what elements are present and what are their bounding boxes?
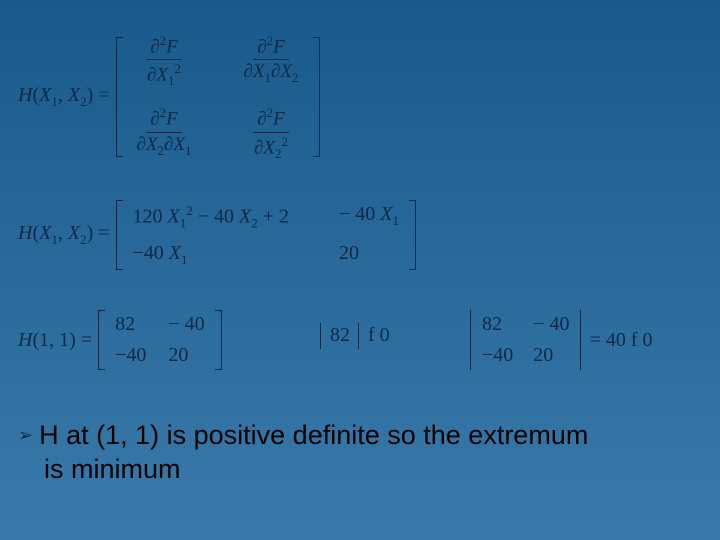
eq1-matrix: ∂2F∂X12 ∂2F∂X1∂X2 ∂2F∂X2∂X1 ∂2F∂X22 [116,25,320,170]
hessian-symbolic: H(X1, X2) = 120 X12 − 40 X2 + 2 − 40 X1 … [18,195,416,276]
bullet-icon: ➢ [18,425,33,445]
eq3-lhs: H(1, 1) = [18,329,92,352]
conclusion-cont: is minimum [44,454,181,485]
hessian-at-point: H(1, 1) = 82 − 40 −40 20 [18,305,222,375]
conclusion: ➢ H at (1, 1) is positive definite so the… [18,420,588,451]
eq1-lhs: H(X1, X2) = [18,84,110,110]
conclusion-line1: H at (1, 1) is positive definite so the … [39,420,588,450]
conclusion-line2: is minimum [44,454,181,484]
determinant-2: 82 − 40 −40 20 = 40 f 0 [470,305,653,375]
determinant-1: 82 f 0 [320,322,390,349]
eq2-matrix: 120 X12 − 40 X2 + 2 − 40 X1 −40 X1 20 [116,195,417,276]
hessian-definition: H(X1, X2) = ∂2F∂X12 ∂2F∂X1∂X2 ∂2F∂X2∂X1 … [18,25,320,170]
eq3-matrix: 82 − 40 −40 20 [98,305,222,375]
eq2-lhs: H(X1, X2) = [18,222,110,248]
